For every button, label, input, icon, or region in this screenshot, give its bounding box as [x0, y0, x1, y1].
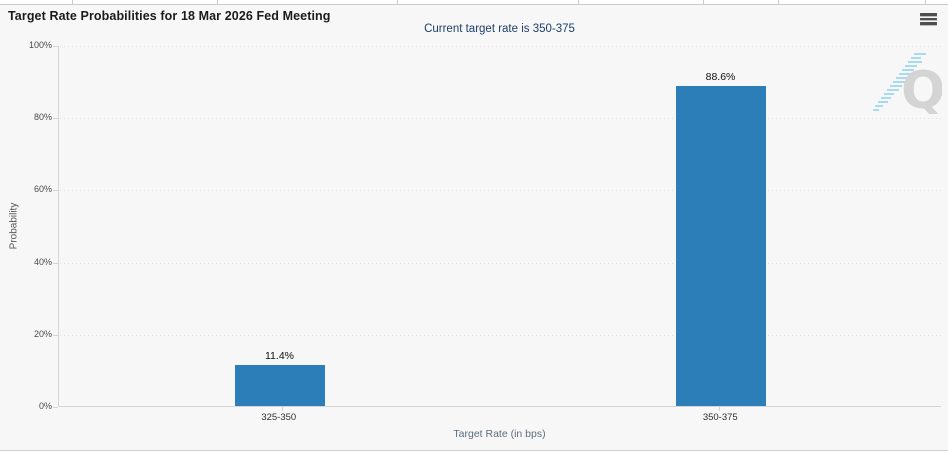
quikstrike-watermark: Q: [870, 52, 945, 121]
top-edge-separator: [217, 0, 218, 4]
watermark-slash-icon: [873, 53, 926, 111]
top-edge-separator: [703, 0, 704, 4]
top-edge-separator: [397, 0, 398, 4]
y-axis-tick-label: 100%: [28, 40, 52, 50]
gridline: [60, 118, 941, 119]
gridline: [60, 190, 941, 191]
top-edge-separator: [578, 0, 579, 4]
y-axis-tick-label: 80%: [33, 112, 52, 122]
gridline: [60, 46, 941, 47]
y-axis-tick-mark: [53, 46, 58, 47]
y-axis-tick-mark: [53, 190, 58, 191]
top-edge: [0, 0, 948, 5]
x-axis-tick-mark: [282, 407, 283, 411]
y-axis-tick-mark: [53, 118, 58, 119]
x-axis-labels: 325-350 350-375: [58, 412, 941, 424]
top-edge-separator: [72, 0, 73, 4]
bar-325-350[interactable]: [234, 364, 325, 406]
top-edge-separator: [778, 0, 779, 4]
bottom-strip: [0, 452, 948, 459]
y-axis-tick-label: 60%: [33, 184, 52, 194]
x-axis-tick-label: 325-350: [261, 412, 297, 423]
gridline: [60, 335, 941, 336]
gridline: [60, 263, 941, 264]
y-axis-tick-mark: [53, 263, 58, 264]
y-axis-title: Probability: [8, 202, 20, 250]
plot-area: 11.4% 88.6%: [58, 46, 941, 407]
bar-value-label: 88.6%: [705, 71, 736, 84]
hamburger-icon: [920, 13, 940, 25]
y-axis-tick-label: 40%: [33, 257, 52, 267]
bar-value-label: 11.4%: [265, 349, 294, 362]
y-axis-tick-label: 20%: [33, 329, 52, 339]
y-axis-tick-mark: [53, 335, 58, 336]
x-axis-tick-mark: [719, 407, 720, 411]
x-axis-tick-label: 350-375: [702, 412, 738, 423]
y-axis-tick-label: 0%: [38, 401, 52, 411]
x-axis-title: Target Rate (in bps): [453, 428, 546, 440]
y-axis-tick-mark: [53, 407, 58, 408]
chart-subtitle: Current target rate is 350-375: [424, 23, 575, 35]
chart-title: Target Rate Probabilities for 18 Mar 202…: [8, 9, 331, 23]
bar-350-375[interactable]: [675, 86, 766, 406]
chart-panel: [0, 5, 948, 451]
watermark-q-letter: Q: [901, 61, 942, 114]
top-edge-separator: [925, 0, 926, 4]
chart-menu-button[interactable]: [920, 11, 940, 27]
